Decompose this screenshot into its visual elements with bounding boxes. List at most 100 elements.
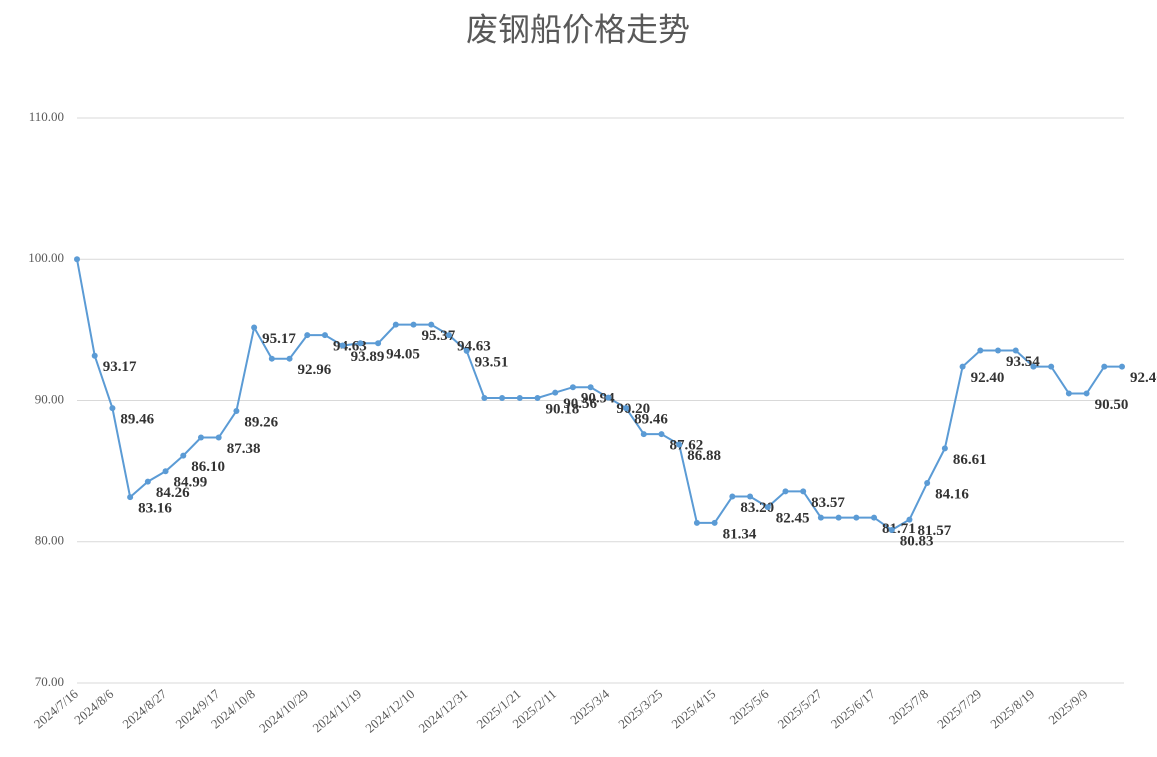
data-label: 90.50 xyxy=(1095,397,1129,413)
data-label: 89.46 xyxy=(634,412,668,428)
point xyxy=(764,504,771,511)
point xyxy=(428,321,435,328)
x-tick-label: 2025/8/19 xyxy=(987,686,1037,731)
point xyxy=(1119,363,1125,370)
point xyxy=(1101,363,1108,370)
point xyxy=(853,514,860,521)
data-label: 81.71 xyxy=(882,521,916,537)
x-tick-label: 2025/5/6 xyxy=(727,686,772,728)
data-label: 87.62 xyxy=(669,438,703,454)
data-label: 84.26 xyxy=(156,485,190,501)
data-label: 81.34 xyxy=(723,526,757,542)
point xyxy=(782,488,789,495)
point xyxy=(747,493,754,500)
y-tick-label: 80.00 xyxy=(35,533,64,548)
data-label: 93.51 xyxy=(475,354,509,370)
point xyxy=(1083,390,1090,397)
x-tick-label: 2025/5/27 xyxy=(775,686,825,732)
point xyxy=(534,394,541,401)
x-tick-label: 2025/4/15 xyxy=(668,686,718,731)
point xyxy=(676,441,683,448)
data-label: 89.46 xyxy=(120,412,154,428)
point xyxy=(127,494,134,501)
x-tick-label: 2024/8/27 xyxy=(119,686,169,732)
data-label: 83.20 xyxy=(740,500,774,516)
point xyxy=(693,519,700,526)
data-label: 86.61 xyxy=(953,452,987,468)
point xyxy=(888,527,895,534)
point xyxy=(463,347,470,354)
point xyxy=(109,405,116,412)
point xyxy=(215,434,222,441)
point xyxy=(623,405,630,412)
x-tick-label: 2025/7/29 xyxy=(934,686,984,731)
point xyxy=(357,340,364,347)
point xyxy=(924,479,931,486)
point xyxy=(906,516,913,523)
x-tick-label: 2024/12/31 xyxy=(415,686,470,736)
point xyxy=(640,431,647,438)
data-label: 93.17 xyxy=(103,359,137,375)
x-tick-label: 2025/7/8 xyxy=(886,686,931,727)
point xyxy=(1048,363,1055,370)
point xyxy=(516,394,523,401)
data-label: 92.96 xyxy=(298,362,332,378)
point xyxy=(339,342,346,349)
point xyxy=(552,389,559,396)
data-label: 86.88 xyxy=(687,448,721,464)
point xyxy=(162,468,169,475)
point xyxy=(587,384,594,391)
data-label: 94.05 xyxy=(386,347,420,363)
data-label: 84.16 xyxy=(935,486,969,502)
point xyxy=(268,355,275,362)
point xyxy=(817,514,824,521)
data-label: 94.63 xyxy=(457,339,491,355)
data-label: 83.57 xyxy=(811,495,845,511)
x-tick-label: 2024/11/19 xyxy=(310,686,365,735)
point xyxy=(91,352,98,359)
data-label: 86.10 xyxy=(191,459,225,475)
data-label: 93.89 xyxy=(351,349,385,365)
y-tick-label: 70.00 xyxy=(35,674,64,689)
data-label: 90.20 xyxy=(616,401,650,417)
point xyxy=(995,347,1002,354)
point xyxy=(392,321,399,328)
point xyxy=(569,384,576,391)
line xyxy=(76,259,1122,532)
data-label: 92.40 xyxy=(971,370,1005,386)
chart-title: 废钢船价格走势 xyxy=(466,11,690,47)
x-tick-label: 2024/12/10 xyxy=(362,686,417,736)
point xyxy=(321,332,328,339)
point xyxy=(233,407,240,414)
x-tick-label: 2024/7/16 xyxy=(31,686,81,732)
x-tick-label: 2024/10/29 xyxy=(256,686,311,736)
point xyxy=(605,394,612,401)
x-tick-label: 2024/8/6 xyxy=(71,686,116,728)
point xyxy=(144,478,151,485)
x-tick-label: 2025/3/25 xyxy=(615,686,665,731)
point xyxy=(835,514,842,521)
point xyxy=(481,394,488,401)
data-label: 83.16 xyxy=(138,501,172,517)
point xyxy=(499,394,506,401)
point xyxy=(74,256,80,263)
point xyxy=(658,431,665,438)
data-label: 90.18 xyxy=(546,401,580,417)
data-label: 84.99 xyxy=(174,475,208,491)
data-label: 92.40 xyxy=(1130,370,1157,386)
point xyxy=(729,493,736,500)
point xyxy=(977,347,984,354)
data-label: 90.56 xyxy=(563,396,597,412)
y-tick-label: 90.00 xyxy=(35,391,64,406)
point xyxy=(197,434,204,441)
data-label: 82.45 xyxy=(776,511,810,527)
data-label: 95.37 xyxy=(422,328,456,344)
point xyxy=(1065,390,1072,397)
point xyxy=(410,321,417,328)
point xyxy=(375,340,382,347)
data-label: 87.38 xyxy=(227,441,261,457)
point xyxy=(304,332,311,339)
point xyxy=(941,445,948,452)
data-label: 80.83 xyxy=(900,533,934,549)
